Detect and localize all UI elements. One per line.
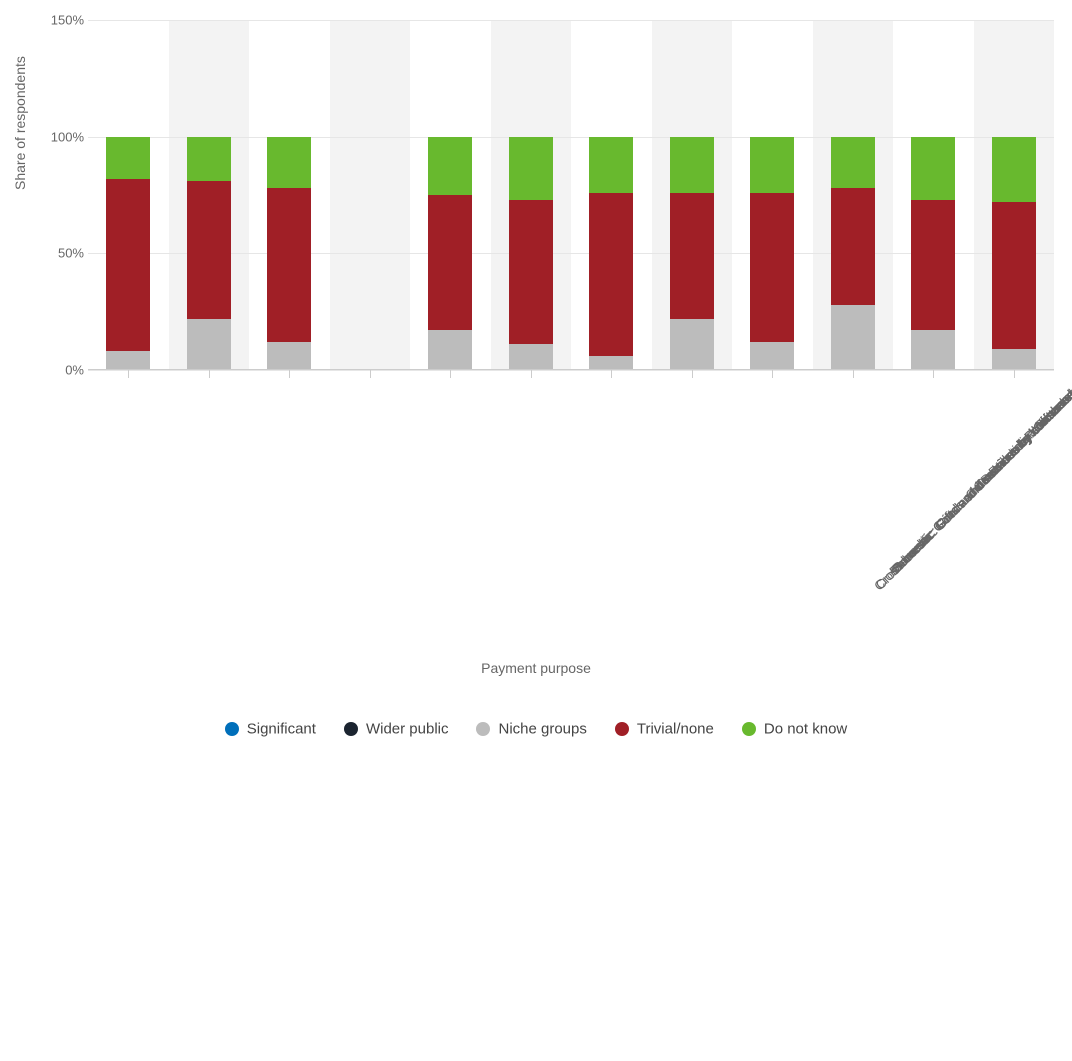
bar-group[interactable] — [509, 20, 553, 370]
x-axis-line — [88, 369, 1054, 370]
bar-segment[interactable] — [589, 137, 633, 193]
gridline — [88, 370, 1054, 371]
bar-segment[interactable] — [428, 330, 472, 370]
bar-group[interactable] — [267, 20, 311, 370]
bar-segment[interactable] — [750, 193, 794, 342]
bar-segment[interactable] — [831, 188, 875, 305]
x-tick-mark — [128, 370, 129, 378]
bar-segment[interactable] — [267, 342, 311, 370]
bar-group[interactable] — [831, 20, 875, 370]
x-tick-mark — [772, 370, 773, 378]
x-tick-label: Cross-border: Gifts and donations by bus… — [1029, 382, 1072, 435]
bar-group[interactable] — [348, 20, 392, 370]
bar-segment[interactable] — [509, 137, 553, 200]
x-axis-title: Payment purpose — [0, 660, 1072, 676]
x-tick-mark — [853, 370, 854, 378]
x-tick-mark — [611, 370, 612, 378]
legend-label: Wider public — [366, 721, 449, 738]
y-tick-label: 50% — [40, 246, 84, 261]
bar-segment[interactable] — [106, 179, 150, 352]
x-tick-mark — [933, 370, 934, 378]
legend-item[interactable]: Do not know — [742, 720, 847, 738]
y-tick-label: 100% — [40, 129, 84, 144]
chart-container: Share of respondents 0%50%100%150% Domes… — [0, 0, 1072, 776]
x-tick-mark — [531, 370, 532, 378]
bar-group[interactable] — [428, 20, 472, 370]
bar-segment[interactable] — [267, 188, 311, 342]
y-tick-label: 150% — [40, 13, 84, 28]
bar-segment[interactable] — [992, 202, 1036, 349]
bar-segment[interactable] — [911, 330, 955, 370]
bar-segment[interactable] — [589, 356, 633, 370]
legend-label: Significant — [247, 721, 316, 738]
bar-segment[interactable] — [428, 137, 472, 195]
gridline — [88, 20, 1054, 21]
plot-area — [88, 20, 1054, 370]
bar-segment[interactable] — [670, 137, 714, 193]
bar-segment[interactable] — [911, 200, 955, 331]
bar-segment[interactable] — [831, 137, 875, 188]
x-tick-mark — [289, 370, 290, 378]
legend-swatch — [476, 722, 490, 736]
bar-group[interactable] — [589, 20, 633, 370]
x-tick-mark — [209, 370, 210, 378]
legend: Significant Wider public Niche groups Trivi… — [0, 720, 1072, 738]
legend-item[interactable]: Wider public — [344, 720, 449, 738]
bar-segment[interactable] — [428, 195, 472, 330]
gridline — [88, 253, 1054, 254]
bar-segment[interactable] — [831, 305, 875, 370]
legend-swatch — [742, 722, 756, 736]
bar-segment[interactable] — [187, 181, 231, 319]
legend-label: Trivial/none — [637, 721, 714, 738]
bar-group[interactable] — [106, 20, 150, 370]
legend-swatch — [344, 722, 358, 736]
bar-segment[interactable] — [267, 137, 311, 188]
bar-group[interactable] — [187, 20, 231, 370]
gridline — [88, 137, 1054, 138]
legend-item[interactable]: Niche groups — [476, 720, 586, 738]
bar-segment[interactable] — [106, 351, 150, 370]
legend-swatch — [225, 722, 239, 736]
bar-group[interactable] — [750, 20, 794, 370]
x-tick-mark — [692, 370, 693, 378]
bar-segment[interactable] — [750, 137, 794, 193]
bar-group[interactable] — [670, 20, 714, 370]
bar-segment[interactable] — [509, 200, 553, 345]
legend-item[interactable]: Significant — [225, 720, 316, 738]
bar-segment[interactable] — [670, 193, 714, 319]
y-axis-title: Share of respondents — [12, 56, 28, 190]
bar-group[interactable] — [992, 20, 1036, 370]
x-tick-mark — [370, 370, 371, 378]
legend-swatch — [615, 722, 629, 736]
legend-label: Niche groups — [498, 721, 586, 738]
y-tick-label: 0% — [40, 363, 84, 378]
bar-segment[interactable] — [670, 319, 714, 370]
bar-group[interactable] — [911, 20, 955, 370]
x-tick-mark — [1014, 370, 1015, 378]
bar-segment[interactable] — [187, 137, 231, 181]
bar-segment[interactable] — [992, 137, 1036, 202]
x-tick-mark — [450, 370, 451, 378]
legend-item[interactable]: Trivial/none — [615, 720, 714, 738]
bar-segment[interactable] — [911, 137, 955, 200]
bar-segment[interactable] — [589, 193, 633, 356]
bar-segment[interactable] — [187, 319, 231, 370]
bar-segment[interactable] — [106, 137, 150, 179]
bar-segment[interactable] — [750, 342, 794, 370]
bar-segment[interactable] — [992, 349, 1036, 370]
bar-segment[interactable] — [509, 344, 553, 370]
legend-label: Do not know — [764, 721, 847, 738]
